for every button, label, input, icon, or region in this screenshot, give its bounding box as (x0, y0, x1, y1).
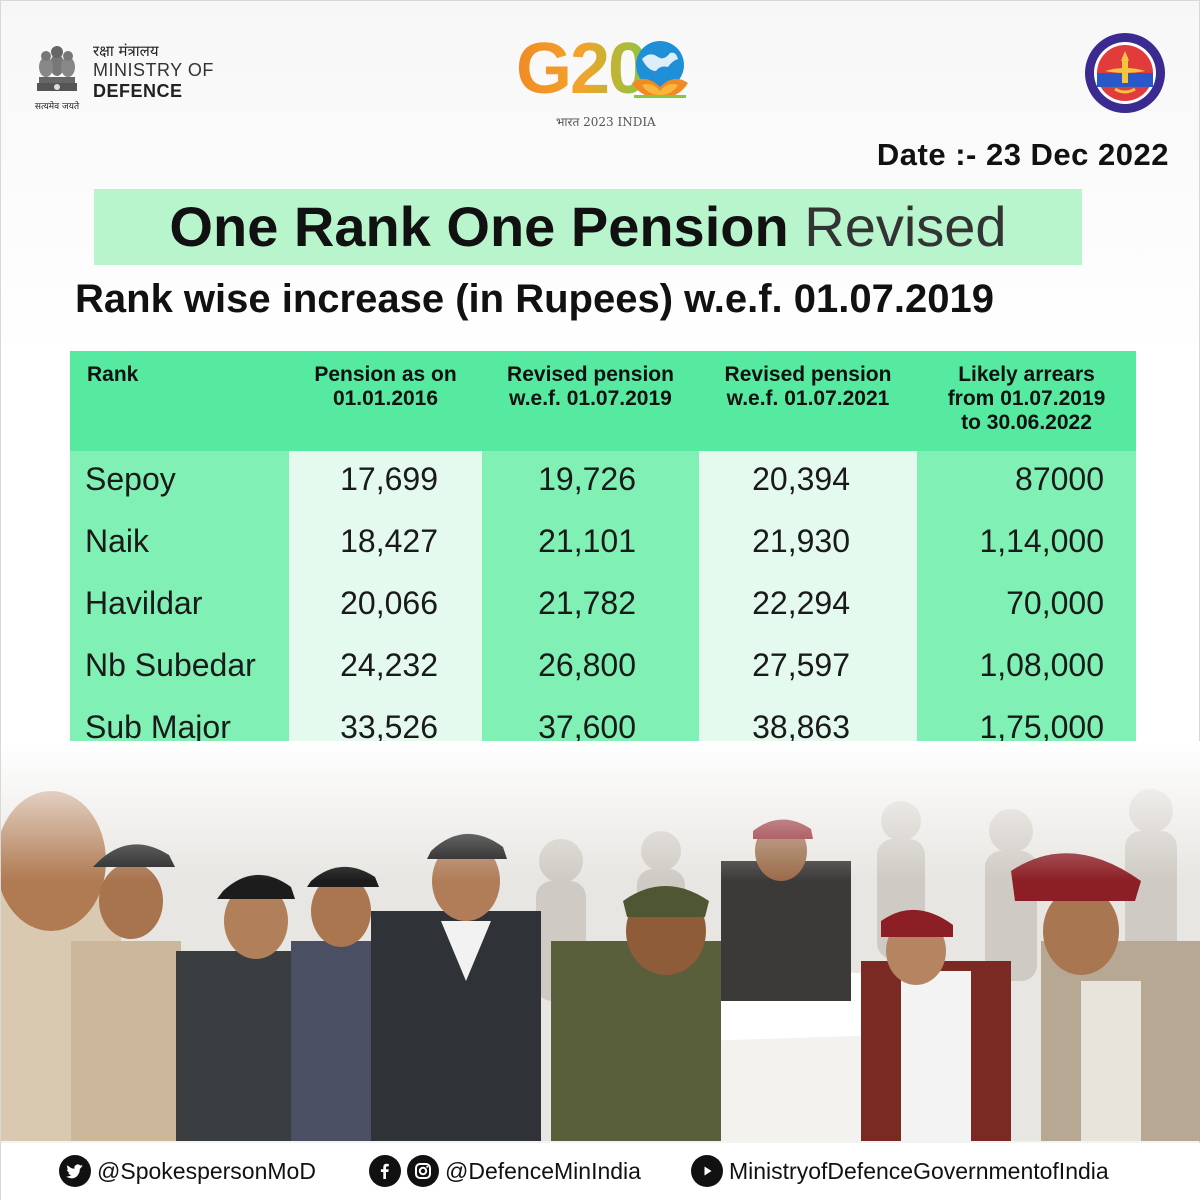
g20-caption: भारत 2023 INDIA (556, 115, 656, 129)
header-rank: Rank (87, 363, 139, 386)
rank-cell: Sub Major (85, 709, 231, 745)
national-emblem-icon: सत्यमेव जयते (29, 35, 85, 112)
column-arrears (917, 451, 1136, 769)
arrears-cell: 87000 (1015, 461, 1104, 497)
rank-cell: Sepoy (85, 461, 176, 497)
revised-2019-cell: 19,726 (538, 461, 636, 497)
pension-2016-cell: 24,232 (340, 647, 438, 683)
column-pension-2016 (289, 451, 482, 769)
rank-cell: Naik (85, 523, 150, 559)
table-header: Rank Pension as on 01.01.2016 Revised pe… (70, 351, 1136, 451)
youtube-icon (691, 1155, 723, 1187)
veterans-photo (1, 741, 1200, 1141)
revised-2021-cell: 21,930 (752, 523, 850, 559)
title-revised: Revised (804, 195, 1007, 258)
table-row: Sepoy 17,699 19,726 20,394 87000 (70, 448, 1136, 510)
arrears-cell: 70,000 (1006, 585, 1104, 621)
g20-logo: G20 भारत 2023 INDIA (516, 33, 696, 133)
revised-2019-cell: 26,800 (538, 647, 636, 683)
g20-wordmark: G20 (516, 29, 648, 109)
revised-2019-cell: 21,101 (538, 523, 636, 559)
rank-cell: Havildar (85, 585, 203, 621)
footer: @SpokespersonMoD @DefenceMinIndia Minist… (1, 1143, 1200, 1200)
column-revised-2019 (482, 451, 699, 769)
arrears-cell: 1,75,000 (979, 709, 1104, 745)
table-row: Sub Major 33,526 37,600 38,863 1,75,000 (70, 696, 1136, 758)
table-row: Naik 18,427 21,101 21,930 1,14,000 (70, 510, 1136, 572)
column-rank (70, 451, 289, 769)
pension-table: Rank Pension as on 01.01.2016 Revised pe… (70, 351, 1136, 769)
rank-cell: Nb Subedar (85, 647, 256, 683)
instagram-icon (407, 1155, 439, 1187)
facebook-instagram-handle-text: @DefenceMinIndia (445, 1157, 641, 1184)
header-revised-2021: Revised pension w.e.f. 01.07.2021 (724, 363, 892, 410)
revised-2021-cell: 20,394 (752, 461, 850, 497)
directorate-public-relations-seal-icon (1085, 33, 1165, 113)
pension-2016-cell: 33,526 (340, 709, 438, 745)
header-revised-2019: Revised pension w.e.f. 01.07.2019 (507, 363, 674, 410)
revised-2019-cell: 37,600 (538, 709, 636, 745)
twitter-handle-text: @SpokespersonMoD (97, 1157, 316, 1184)
revised-2019-cell: 21,782 (538, 585, 636, 621)
emblem-motto: सत्यमेव जयते (34, 102, 80, 112)
pension-2016-cell: 17,699 (340, 461, 438, 497)
arrears-cell: 1,08,000 (979, 647, 1104, 683)
ministry-logo: सत्यमेव जयते रक्षा मंत्रालय MINISTRY OF … (29, 35, 214, 112)
title-main: One Rank One Pension (169, 195, 789, 258)
facebook-instagram-handle[interactable]: @DefenceMinIndia (369, 1153, 641, 1189)
revised-2021-cell: 38,863 (752, 709, 850, 745)
twitter-handle[interactable]: @SpokespersonMoD (59, 1153, 316, 1189)
arrears-cell: 1,14,000 (979, 523, 1104, 559)
pension-2016-cell: 18,427 (340, 523, 438, 559)
g20-lotus-globe-icon (632, 41, 688, 98)
page-title: One Rank One Pension Revised (94, 189, 1082, 265)
revised-2021-cell: 22,294 (752, 585, 850, 621)
ministry-name-line1: MINISTRY OF (93, 60, 214, 81)
youtube-channel[interactable]: MinistryofDefenceGovernmentofIndia (691, 1153, 1109, 1189)
title-band: One Rank One Pension Revised (94, 189, 1082, 265)
twitter-icon (59, 1155, 91, 1187)
ministry-name-hindi: रक्षा मंत्रालय (93, 42, 159, 60)
ministry-name-line2: DEFENCE (93, 80, 183, 101)
table-row: Nb Subedar 24,232 26,800 27,597 1,08,000 (70, 634, 1136, 696)
header-pension-2016: Pension as on 01.01.2016 (314, 363, 457, 410)
column-revised-2021 (699, 451, 917, 769)
date-label: Date :- 23 Dec 2022 (876, 137, 1169, 172)
youtube-channel-text: MinistryofDefenceGovernmentofIndia (729, 1157, 1109, 1184)
facebook-icon (369, 1155, 401, 1187)
header-arrears: Likely arrears from 01.07.2019 to 30.06.… (947, 363, 1106, 434)
revised-2021-cell: 27,597 (752, 647, 850, 683)
table-row: Havildar 20,066 21,782 22,294 70,000 (70, 572, 1136, 634)
pension-2016-cell: 20,066 (340, 585, 438, 621)
subtitle: Rank wise increase (in Rupees) w.e.f. 01… (75, 277, 994, 321)
